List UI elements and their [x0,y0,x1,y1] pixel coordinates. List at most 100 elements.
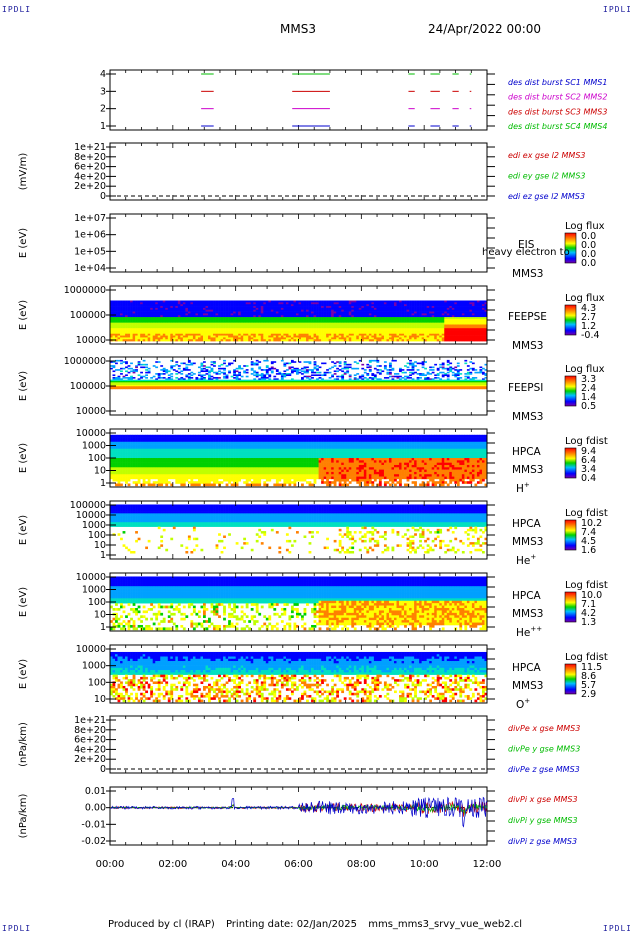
panel-divpi-y-label: (nPa/km) [18,794,29,839]
panel-hpca_hepp-colorbar-title: Log fdist [565,580,608,591]
panel-edi-frame [109,142,488,201]
panel-edi-y-tick-label: 8e+20 [74,152,106,163]
panel-hpca_o-colorbar-tick: 5.7 [581,680,596,691]
footer-producer: Produced by cl (IRAP) [107,919,215,930]
panel-hpca_h-instrument-label: HPCA [512,446,542,458]
panel-feepse-colorbar-tick: 2.7 [581,312,596,323]
panel-hpca_o-spacecraft-label: MMS3 [512,680,543,692]
panel-hpca_h-colorbar-tick: 6.4 [581,455,596,466]
panel-feepse-colorbar-tick: 1.2 [581,321,596,332]
x-axis-tick-label: 02:00 [158,859,187,870]
panel-divpe-y-tick-label: 8e+20 [74,725,106,736]
panel-eis-y-label: E (eV) [18,228,29,258]
panel-hpca_h-colorbar-tick: 0.4 [581,473,596,484]
panel-hpca_hepp-y-tick-label: 10000 [76,572,106,583]
plot-stack: 4 3 2 1 des dist burst SC1 MMS1 des dist burs… [18,69,608,870]
panel-divpi-legend-entry: divPi x gse MMS3 [508,795,578,804]
panel-eis-spacecraft-label: MMS3 [512,268,543,280]
panel-divpe-legend-entry: divPe x gse MMS3 [508,724,580,733]
corner-label-bl: IPDLI [2,924,32,933]
panel-hpca_o-y-tick-label: 1000 [82,661,106,672]
corner-label-br: IPDLI [603,924,630,933]
panel-hpca_he-colorbar-tick: 1.6 [581,545,596,556]
panel-hpca_o-colorbar-title: Log fdist [565,652,608,663]
panel-hpca_he-species-label: He+ [516,553,536,567]
panel-eis-colorbar-title: Log flux [565,221,605,232]
panel-hpca_he-y-tick-label: 1000 [82,520,106,531]
panel-feepsi-y-tick-label: 1000000 [64,356,106,367]
panel-hpca_h-spacecraft-label: MMS3 [512,464,543,476]
panel-hpca_hepp-y-tick-label: 10 [94,610,106,621]
x-axis-tick-label: 08:00 [347,859,376,870]
panel-hpca_h-species-label: H+ [516,481,530,495]
panel-feepse-colorbar-tick: 4.3 [581,303,596,314]
panel-hpca_o-colorbar-tick: 2.9 [581,689,596,700]
panel-feepse-spacecraft-label: MMS3 [512,340,543,352]
x-axis-tick-label: 12:00 [473,859,502,870]
panel-hpca_hepp-colorbar-tick: 10.0 [581,590,602,601]
panel-hpca_h-colorbar-tick: 3.4 [581,464,596,475]
panel-hpca_hepp-species-charge: ++ [530,625,542,633]
panel-hpca_h-y-tick-label: 10000 [76,428,106,439]
panel-divpi-y-tick-label: -0.02 [81,836,106,847]
panel-hpca_he-y-label: E (eV) [18,515,29,545]
panel-hpca_h-colorbar-title: Log fdist [565,436,608,447]
panel-hpca_hepp-instrument-label: HPCA [512,590,542,602]
panel-feepse-colorbar [564,304,577,336]
panel-edi-y-tick-label: 0 [100,191,106,202]
panel-eis-colorbar-tick: 0.0 [581,240,596,251]
panel-hpca_o-colorbar [564,663,577,695]
corner-label-tr: IPDLI [603,5,630,14]
panel-hpca_o-spectrogram [110,651,488,703]
panel-eis-colorbar-tick: 0.0 [581,258,596,269]
panel-hpca_hepp-spectrogram [110,576,488,631]
panel-feepse-y-tick-label: 1000000 [64,285,106,296]
panel-divpi-series-line [109,796,488,828]
panel-feepse-colorbar-tick: -0.4 [581,330,600,341]
panel-feepsi-spectrogram [110,359,488,390]
panel-burst-legend-entry: des dist burst SC1 MMS1 [508,78,607,87]
panel-eis-colorbar [564,232,577,264]
panel-burst-legend-entry: des dist burst SC4 MMS4 [508,122,607,131]
panel-hpca_o-species-label: O+ [516,697,530,711]
panel-feepsi-y-tick-label: 100000 [70,381,106,392]
panel-hpca_h-colorbar-tick: 9.4 [581,446,596,457]
footer: Produced by cl (IRAP) Printing date: 02/… [0,919,630,930]
panel-feepsi-y-label: E (eV) [18,371,29,401]
panel-hpca_h-species-charge: + [524,481,530,489]
panel-feepsi-colorbar-title: Log flux [565,364,605,375]
panel-hpca_he-colorbar-tick: 4.5 [581,536,596,547]
x-axis-tick-label: 06:00 [284,859,313,870]
panel-feepse-y-label: E (eV) [18,300,29,330]
panel-hpca_o-species-charge: + [524,697,530,705]
panel-eis-y-tick-label: 1e+07 [74,213,106,224]
panel-feepse-colorbar-title: Log flux [565,293,605,304]
panel-hpca_o-colorbar-tick: 8.6 [581,671,596,682]
panel-hpca_hepp-colorbar-tick: 7.1 [581,599,596,610]
panel-divpi-y-tick-label: 0.00 [85,803,106,814]
panel-divpe-legend-entry: divPe y gse MMS3 [508,745,580,754]
panel-feepsi-colorbar-tick: 0.5 [581,401,596,412]
panel-divpe-y-tick-label: 4e+20 [74,744,106,755]
panel-hpca_he-y-tick-label: 100000 [70,500,106,511]
panel-burst-frame [109,69,488,131]
footer-file: mms_mms3_srvy_vue_web2.cl [368,919,523,930]
panel-hpca_hepp-colorbar-tick: 4.2 [581,608,596,619]
panel-divpi-series-line [109,800,488,817]
panel-hpca_h-y-tick-label: 10 [94,466,106,477]
panel-hpca_o-y-tick-label: 10 [94,694,106,705]
panel-edi-legend-entry: edi ex gse l2 MMS3 [508,151,586,160]
page-datetime: 24/Apr/2022 00:00 [428,22,542,36]
corner-label-tl: IPDLI [2,5,32,14]
page-title: MMS3 [280,22,316,36]
x-axis-tick-label: 00:00 [96,859,125,870]
panel-eis-frame [109,213,488,273]
panel-feepsi-instrument-label: FEEPSI [508,382,543,394]
panel-hpca_h-y-tick-label: 100 [88,453,106,464]
panel-eis-y-tick-label: 1e+04 [74,263,106,274]
panel-edi-legend-entry: edi ez gse l2 MMS3 [508,192,585,201]
panel-hpca_hepp-spacecraft-label: MMS3 [512,608,543,620]
panel-hpca_hepp-y-label: E (eV) [18,587,29,617]
panel-divpe-y-tick-label: 2e+20 [74,754,106,765]
panel-eis-instrument-label: EIS [518,239,535,251]
